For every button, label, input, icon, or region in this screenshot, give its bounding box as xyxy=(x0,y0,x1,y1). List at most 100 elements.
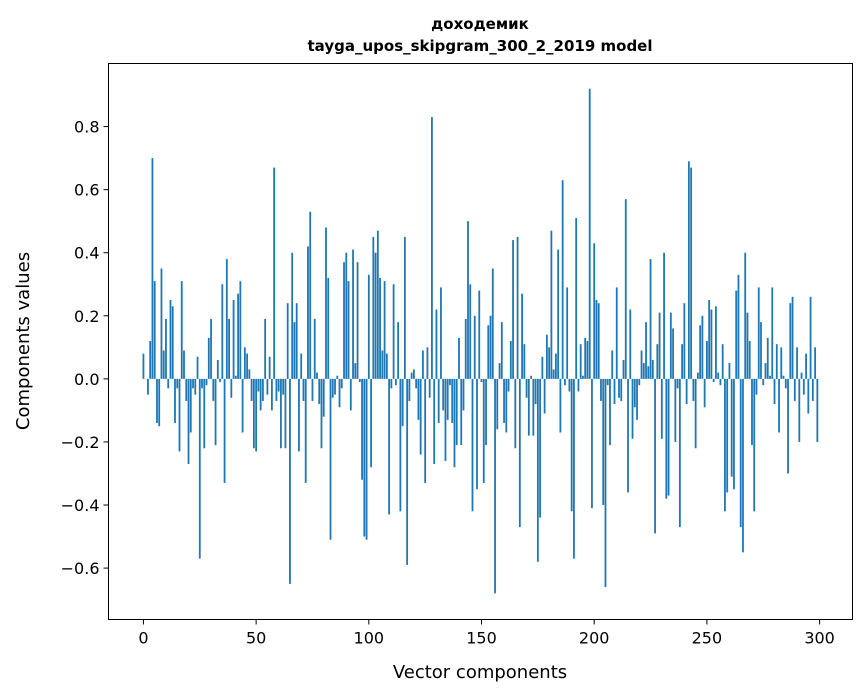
bar xyxy=(251,379,253,401)
bar xyxy=(600,379,602,401)
bar xyxy=(584,338,586,379)
bar xyxy=(429,379,431,398)
bar xyxy=(517,237,519,379)
bar xyxy=(695,379,697,448)
bar xyxy=(167,379,169,388)
bar xyxy=(634,379,636,407)
bar xyxy=(174,379,176,423)
bar xyxy=(523,344,525,379)
bar xyxy=(733,379,735,489)
bar xyxy=(690,168,692,379)
bar xyxy=(665,379,667,499)
bar xyxy=(345,253,347,379)
y-axis-label: Components values xyxy=(13,252,34,430)
bar xyxy=(161,268,163,378)
bar xyxy=(458,338,460,379)
bar xyxy=(181,281,183,379)
bar xyxy=(708,300,710,379)
bar xyxy=(316,373,318,379)
bar xyxy=(431,117,433,379)
bar xyxy=(289,379,291,584)
bar xyxy=(605,379,607,587)
bar xyxy=(735,291,737,379)
bar xyxy=(578,379,580,392)
bar xyxy=(219,379,221,382)
bar xyxy=(309,212,311,379)
bar xyxy=(377,231,379,379)
bar xyxy=(731,379,733,477)
bar xyxy=(370,379,372,467)
bar xyxy=(706,341,708,379)
bar xyxy=(372,237,374,379)
bar xyxy=(704,379,706,407)
bar xyxy=(589,89,591,379)
bar xyxy=(266,379,268,395)
bar xyxy=(654,379,656,534)
bar xyxy=(379,278,381,379)
bar xyxy=(287,303,289,379)
bar xyxy=(496,379,498,429)
bar xyxy=(208,338,210,379)
bar xyxy=(285,379,287,448)
bar xyxy=(722,344,724,379)
bar xyxy=(765,363,767,379)
bar xyxy=(368,275,370,379)
bar xyxy=(264,319,266,379)
bar xyxy=(143,354,145,379)
bar xyxy=(172,306,174,379)
bar xyxy=(206,379,208,385)
bar xyxy=(566,287,568,378)
bar xyxy=(521,294,523,379)
bar xyxy=(424,379,426,483)
bar xyxy=(814,347,816,379)
bar xyxy=(564,379,566,385)
bar xyxy=(546,335,548,379)
bar xyxy=(384,281,386,379)
bar xyxy=(501,322,503,379)
bar xyxy=(427,347,429,379)
bar xyxy=(636,379,638,420)
bar xyxy=(614,379,616,404)
x-axis-label: Vector components xyxy=(393,662,567,683)
bar xyxy=(562,180,564,379)
bar xyxy=(294,322,296,379)
bar xyxy=(447,379,449,420)
bar xyxy=(532,379,534,436)
x-tick-label: 150 xyxy=(466,629,497,648)
bar xyxy=(467,221,469,379)
bar xyxy=(418,379,420,420)
bar xyxy=(647,366,649,379)
bar xyxy=(332,379,334,398)
bar xyxy=(260,379,262,411)
bar xyxy=(147,379,149,395)
bar xyxy=(638,379,640,385)
bar xyxy=(325,227,327,378)
bar xyxy=(336,376,338,379)
bar xyxy=(602,379,604,505)
bar xyxy=(244,347,246,379)
bar xyxy=(751,379,753,445)
bar xyxy=(686,379,688,404)
x-tick-label: 250 xyxy=(692,629,723,648)
bar xyxy=(156,379,158,423)
bar xyxy=(623,360,625,379)
y-axis: −0.6−0.4−0.20.00.20.40.60.8 xyxy=(61,118,109,579)
bar xyxy=(573,379,575,559)
bar xyxy=(215,379,217,445)
bar xyxy=(771,287,773,378)
bar xyxy=(375,253,377,379)
bar xyxy=(463,379,465,411)
bar xyxy=(321,379,323,448)
bar xyxy=(406,379,408,565)
bar xyxy=(792,297,794,379)
bar xyxy=(794,379,796,401)
bar xyxy=(399,379,401,511)
bar xyxy=(366,379,368,540)
bar xyxy=(192,379,194,388)
bar xyxy=(550,231,552,379)
bar xyxy=(587,341,589,379)
bar xyxy=(753,379,755,511)
bar xyxy=(582,376,584,379)
bar xyxy=(767,338,769,379)
bar xyxy=(607,379,609,385)
